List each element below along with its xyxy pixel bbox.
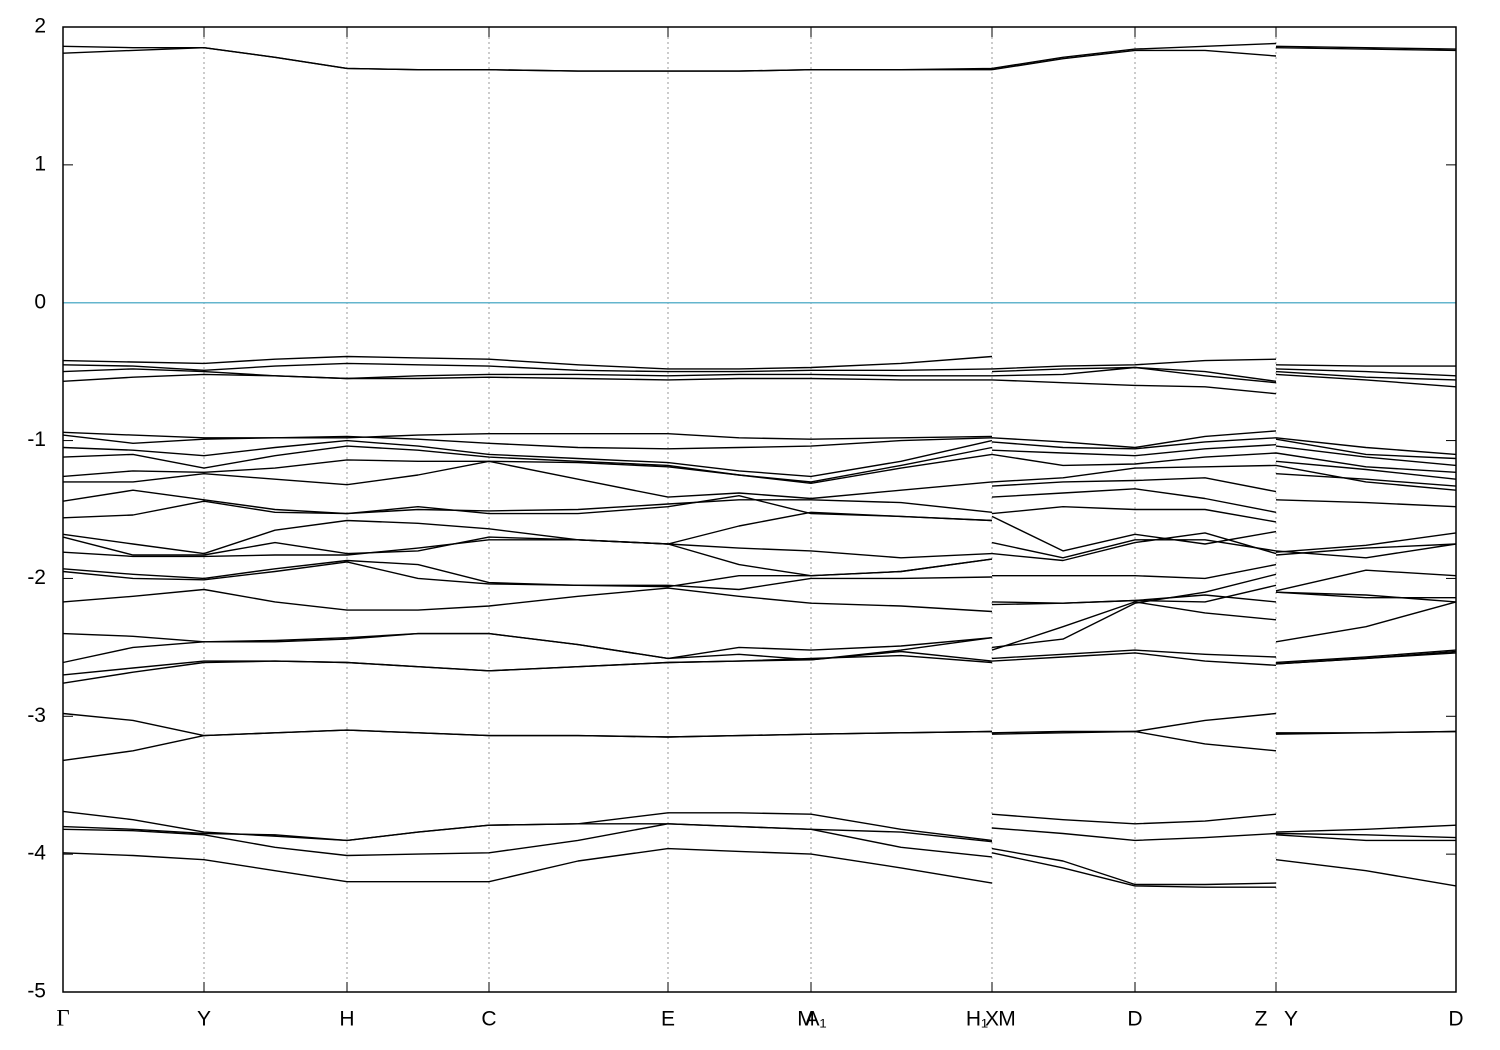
- band-line: [62, 652, 1457, 684]
- band-line: [62, 729, 1457, 762]
- x-tick-label: Z: [1255, 1008, 1268, 1031]
- band-line: [62, 45, 1457, 72]
- x-tick-label: D: [1127, 1008, 1142, 1031]
- band-line: [62, 355, 1456, 370]
- band-line: [62, 810, 1457, 842]
- band-line: [62, 430, 1457, 456]
- band-line: [62, 584, 1457, 613]
- band-line: [62, 823, 1456, 886]
- band-line: [62, 373, 1457, 395]
- y-tick-label: -2: [27, 566, 46, 589]
- x-tick-label: H: [339, 1008, 354, 1031]
- y-tick-label: -5: [27, 980, 46, 1003]
- band-line: [63, 460, 1457, 500]
- y-tick-label: -4: [27, 842, 46, 865]
- x-tick-label: A₁: [805, 1008, 826, 1031]
- x-tick-label: D: [1448, 1008, 1463, 1031]
- y-tick-label: 2: [34, 15, 46, 38]
- plot-frame: [62, 26, 1457, 993]
- x-tick-label: C: [481, 1008, 496, 1031]
- x-tick-label: H₁: [966, 1008, 988, 1031]
- band-line: [62, 445, 1457, 483]
- band-line: [62, 823, 1457, 843]
- x-tick-label: M: [998, 1008, 1016, 1031]
- band-line: [62, 473, 1457, 523]
- band-line: [62, 847, 1457, 888]
- y-tick-label: 0: [34, 290, 46, 313]
- x-tick-label: Y: [1284, 1008, 1298, 1031]
- x-tick-label: M: [797, 1008, 815, 1031]
- x-tick-label: X: [985, 1008, 999, 1031]
- band-line: [62, 434, 1457, 460]
- band-line: [62, 439, 1457, 478]
- x-tick-label: E: [661, 1008, 675, 1031]
- y-tick-label: -3: [27, 704, 46, 727]
- band-line: [62, 366, 1457, 384]
- y-tick-label: 1: [34, 152, 46, 175]
- band-line: [62, 511, 1457, 555]
- band-line: [62, 649, 1457, 676]
- x-tick-label: Y: [197, 1008, 211, 1031]
- band-line: [62, 601, 1457, 661]
- band-line: [62, 488, 1457, 515]
- y-tick-label: -1: [27, 428, 46, 451]
- band-line: [62, 573, 1457, 664]
- band-line: [62, 558, 1457, 592]
- x-tick-label: Γ: [56, 1005, 69, 1030]
